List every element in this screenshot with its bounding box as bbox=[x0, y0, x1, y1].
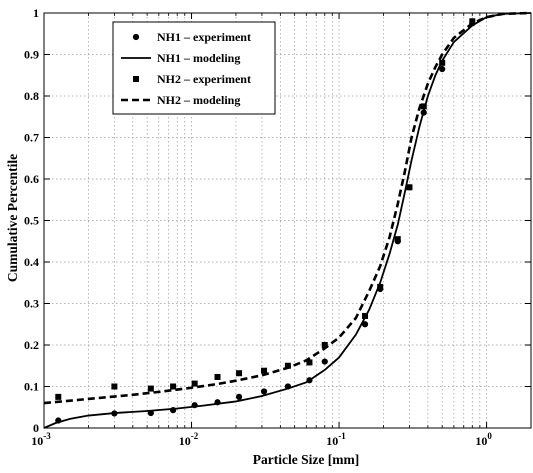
y-tick-label: 0.2 bbox=[24, 338, 39, 352]
data-point bbox=[235, 393, 243, 400]
series-3 bbox=[43, 11, 532, 405]
data-point bbox=[214, 373, 221, 380]
data-point bbox=[321, 358, 328, 365]
data-point bbox=[306, 359, 313, 366]
data-point bbox=[420, 103, 427, 110]
series-line bbox=[43, 11, 532, 405]
legend-swatch-marker bbox=[132, 33, 140, 41]
y-tick-label: 0.7 bbox=[24, 131, 39, 145]
tick-labels: 10-3 10-2 10-1 100 0 0.1 0.2 0.3 0.4 0.5 0.6 0.7 0.8… bbox=[24, 6, 492, 448]
data-point bbox=[111, 383, 118, 390]
data-point bbox=[147, 385, 154, 392]
series-line bbox=[43, 12, 532, 429]
legend-label: NH2 – experiment bbox=[157, 72, 251, 86]
legend-box bbox=[112, 21, 276, 115]
data-point bbox=[236, 370, 243, 377]
x-tick-label: 10-1 bbox=[326, 431, 346, 448]
y-tick-label: 0.3 bbox=[24, 297, 39, 311]
axes-layer bbox=[43, 12, 532, 429]
y-tick-label: 1 bbox=[33, 6, 39, 20]
legend-swatch-marker bbox=[133, 76, 139, 82]
data-point bbox=[406, 184, 413, 191]
y-tick-label: 0.6 bbox=[24, 172, 39, 186]
data-point bbox=[260, 388, 268, 395]
legend-label: NH1 – experiment bbox=[157, 30, 251, 44]
y-tick-label: 0.5 bbox=[24, 214, 39, 228]
series-layer bbox=[43, 11, 532, 429]
y-tick-label: 0.9 bbox=[24, 48, 39, 62]
x-tick-label: 10-2 bbox=[179, 431, 199, 448]
data-point bbox=[191, 380, 198, 387]
y-tick-label: 0 bbox=[33, 421, 39, 435]
data-point bbox=[362, 312, 369, 319]
data-point bbox=[361, 321, 369, 328]
y-tick-label: 0.8 bbox=[24, 89, 39, 103]
legend-label: NH1 – modeling bbox=[157, 51, 240, 65]
data-point bbox=[394, 236, 401, 243]
data-point bbox=[439, 65, 446, 73]
data-point bbox=[377, 283, 384, 290]
data-point bbox=[284, 362, 291, 369]
data-point bbox=[261, 367, 268, 374]
series-2 bbox=[55, 18, 476, 400]
data-point bbox=[439, 59, 446, 66]
data-point bbox=[55, 393, 62, 400]
data-point bbox=[469, 18, 476, 25]
y-tick-label: 0.1 bbox=[24, 380, 39, 394]
series-1 bbox=[43, 12, 532, 429]
x-tick-label: 10-3 bbox=[31, 431, 51, 448]
x-tick-label: 100 bbox=[475, 431, 492, 448]
legend-label: NH2 – modeling bbox=[157, 93, 240, 107]
legend: NH1 – experiment NH1 – modeling NH2 – expe… bbox=[112, 21, 276, 115]
y-tick-label: 0.4 bbox=[24, 255, 39, 269]
data-point bbox=[170, 383, 177, 390]
y-axis-title: Cumulative Percentile bbox=[5, 154, 20, 282]
x-axis-title: Particle Size [mm] bbox=[253, 452, 359, 467]
data-point bbox=[321, 342, 328, 348]
